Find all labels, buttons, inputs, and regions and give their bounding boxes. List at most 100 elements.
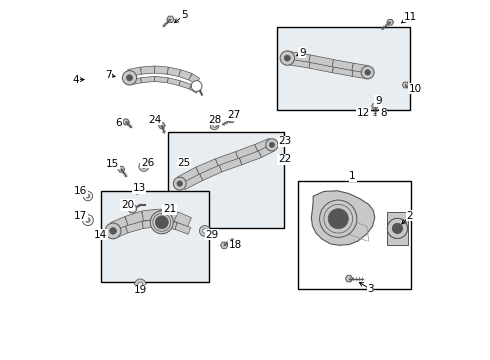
Polygon shape [175,222,191,234]
Polygon shape [159,123,165,128]
Text: 8: 8 [380,108,387,118]
Polygon shape [287,59,310,68]
Circle shape [128,204,137,213]
Circle shape [150,211,173,234]
Circle shape [191,81,202,91]
Polygon shape [220,158,242,172]
Circle shape [86,194,90,198]
Polygon shape [196,159,219,175]
Polygon shape [200,165,222,180]
Text: 19: 19 [134,285,147,296]
Circle shape [155,216,168,229]
Polygon shape [387,19,393,25]
Polygon shape [143,220,160,228]
Circle shape [213,124,216,127]
Text: 13: 13 [133,183,146,193]
Text: 15: 15 [106,159,119,169]
Polygon shape [258,144,274,157]
Polygon shape [179,81,191,89]
Polygon shape [214,122,219,127]
Text: 5: 5 [181,10,187,20]
Bar [101,192,209,282]
Polygon shape [167,16,174,22]
Circle shape [284,55,291,61]
Text: 26: 26 [141,158,154,168]
Polygon shape [240,151,261,165]
Text: 25: 25 [177,158,191,168]
Polygon shape [255,138,272,152]
Text: 29: 29 [205,230,219,239]
Text: 21: 21 [163,204,176,215]
Polygon shape [332,67,353,76]
Text: 12: 12 [357,108,370,118]
Circle shape [82,215,93,226]
Polygon shape [352,71,368,79]
Polygon shape [125,211,145,226]
Polygon shape [345,275,353,282]
Polygon shape [111,226,128,239]
Polygon shape [402,82,409,88]
Circle shape [392,224,402,233]
Circle shape [270,142,274,147]
Text: 7: 7 [105,70,111,80]
Circle shape [131,207,134,211]
Circle shape [105,223,121,239]
Polygon shape [159,209,177,221]
Polygon shape [178,167,200,185]
Polygon shape [332,59,353,71]
Polygon shape [216,152,239,167]
Polygon shape [133,184,139,190]
Text: 20: 20 [121,200,134,210]
Polygon shape [128,78,142,85]
Polygon shape [178,70,192,80]
Polygon shape [141,76,155,83]
Text: 2: 2 [407,211,413,221]
Polygon shape [142,209,160,221]
Circle shape [319,200,357,237]
Circle shape [280,51,294,65]
Polygon shape [125,221,144,233]
Circle shape [138,282,143,287]
Circle shape [365,70,370,75]
Text: 16: 16 [74,186,87,197]
Text: 24: 24 [148,115,161,125]
Circle shape [126,75,132,81]
Bar [387,212,408,244]
Polygon shape [174,212,192,227]
Polygon shape [352,63,368,73]
Circle shape [173,177,186,190]
Polygon shape [311,191,375,245]
Polygon shape [154,76,168,83]
Polygon shape [128,67,142,77]
Circle shape [361,66,374,79]
Text: 3: 3 [367,284,374,294]
Text: 4: 4 [73,75,79,85]
Circle shape [142,165,146,168]
Text: 28: 28 [208,115,221,125]
Polygon shape [159,220,177,229]
Polygon shape [167,78,180,86]
Text: 18: 18 [228,240,242,250]
Circle shape [83,192,93,201]
Text: 27: 27 [227,111,240,121]
Polygon shape [182,174,203,190]
Circle shape [203,229,207,233]
Text: 11: 11 [403,12,416,22]
Text: 10: 10 [409,84,422,94]
Polygon shape [118,166,124,172]
Text: 22: 22 [278,154,291,164]
Circle shape [328,209,348,229]
Circle shape [388,219,408,238]
Bar [168,132,284,228]
Circle shape [199,226,210,236]
Text: 14: 14 [94,230,107,239]
Circle shape [210,121,219,130]
Polygon shape [309,55,334,67]
Polygon shape [141,66,155,74]
Polygon shape [220,242,228,248]
Text: 1: 1 [349,171,356,181]
Polygon shape [228,117,235,122]
Text: 9: 9 [299,48,306,58]
Circle shape [86,218,90,222]
Circle shape [139,161,149,171]
